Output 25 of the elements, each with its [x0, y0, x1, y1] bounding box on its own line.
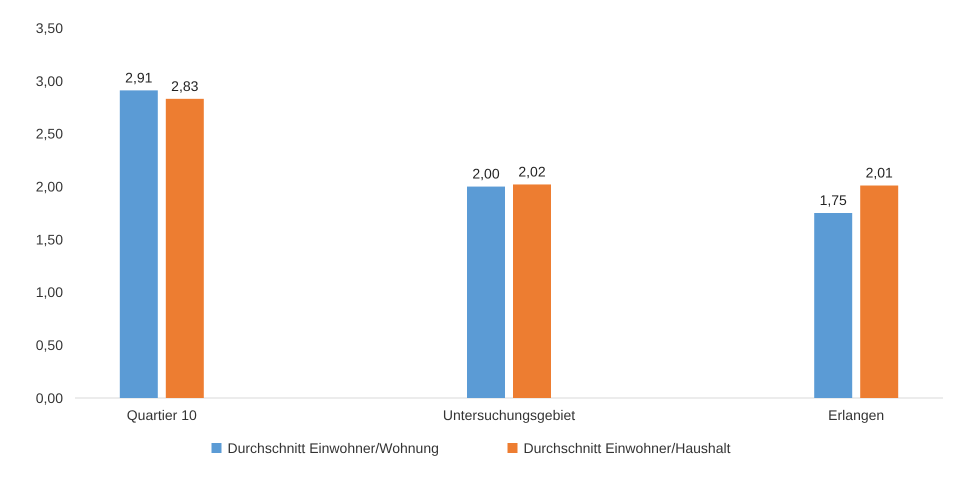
bar: [814, 213, 852, 398]
x-tick-label: Erlangen: [828, 407, 884, 423]
x-tick-label: Quartier 10: [126, 407, 198, 423]
y-tick-label: 0,00: [36, 390, 64, 406]
x-tick-label: Untersuchungsgebiet: [442, 407, 576, 423]
bar: [860, 186, 898, 398]
legend-label: Durchschnitt Einwohner/Wohnung: [228, 440, 439, 456]
legend-label: Durchschnitt Einwohner/Haushalt: [524, 440, 731, 456]
data-label: 2,01: [866, 164, 894, 181]
y-tick-label: 0,50: [36, 337, 64, 354]
y-tick-label: 3,50: [36, 20, 64, 36]
y-tick-label: 1,50: [36, 231, 64, 248]
y-tick-label: 2,50: [36, 126, 64, 142]
data-label: 2,02: [518, 163, 546, 180]
data-label: 2,00: [472, 166, 500, 182]
y-tick-label: 3,00: [36, 72, 64, 89]
y-tick-label: 2,00: [36, 178, 64, 194]
bar: [120, 90, 158, 398]
bar: [467, 186, 505, 398]
data-label: 2,91: [125, 69, 153, 86]
y-tick-label: 1,00: [36, 284, 64, 300]
data-label: 2,83: [171, 78, 199, 94]
data-label: 1,75: [820, 192, 848, 208]
bar: [166, 98, 204, 398]
bar: [513, 184, 551, 398]
